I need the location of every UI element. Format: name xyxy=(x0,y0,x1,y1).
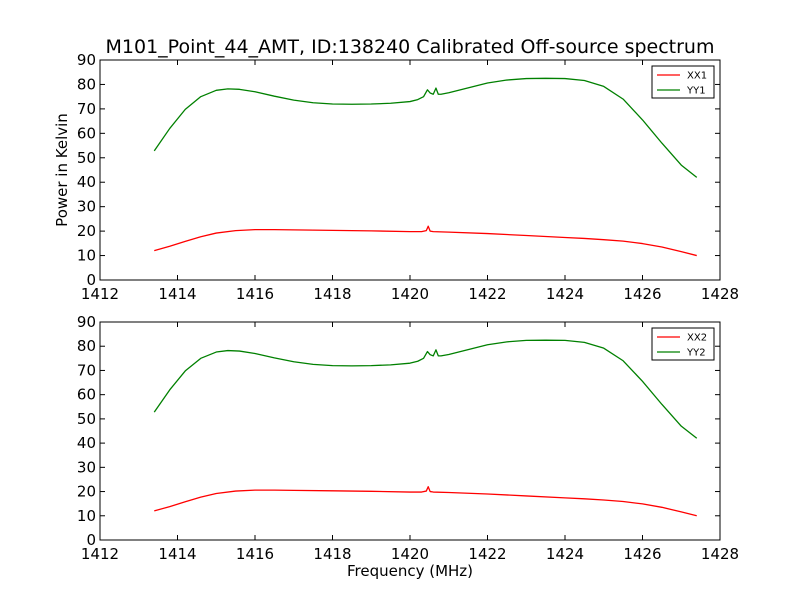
y-tick-label: 30 xyxy=(77,458,96,476)
y-tick-label: 80 xyxy=(77,75,96,93)
x-tick-label: 1416 xyxy=(236,545,274,563)
x-tick-label: 1412 xyxy=(81,545,119,563)
x-tick-label: 1426 xyxy=(623,285,661,303)
y-tick-label: 0 xyxy=(86,531,96,549)
legend-box xyxy=(651,65,715,99)
x-tick-label: 1412 xyxy=(81,285,119,303)
x-tick-label: 1414 xyxy=(158,545,196,563)
y-tick-label: 10 xyxy=(77,247,96,265)
x-axis-label: Frequency (MHz) xyxy=(347,562,473,580)
series-line-yy2 xyxy=(153,339,698,439)
y-tick-label: 90 xyxy=(77,51,96,69)
y-tick-label: 20 xyxy=(77,222,96,240)
chart-title: M101_Point_44_AMT, ID:138240 Calibrated … xyxy=(106,36,715,58)
y-tick-label: 60 xyxy=(77,124,96,142)
legend-label-yy2: YY2 xyxy=(686,348,706,359)
x-tick-label: 1428 xyxy=(701,285,739,303)
x-tick-label: 1418 xyxy=(313,285,351,303)
y-tick-label: 70 xyxy=(77,100,96,118)
x-tick-label: 1416 xyxy=(236,285,274,303)
y-axis-label: Power in Kelvin xyxy=(53,113,71,227)
y-tick-label: 10 xyxy=(77,507,96,525)
y-tick-label: 50 xyxy=(77,149,96,167)
legend-label-yy1: YY1 xyxy=(686,86,706,97)
series-line-yy1 xyxy=(153,77,698,178)
y-tick-label: 40 xyxy=(77,434,96,452)
x-tick-label: 1424 xyxy=(546,285,584,303)
y-tick-label: 60 xyxy=(77,386,96,404)
x-tick-label: 1420 xyxy=(391,285,429,303)
x-tick-label: 1422 xyxy=(468,545,506,563)
x-tick-label: 1424 xyxy=(546,545,584,563)
x-tick-label: 1414 xyxy=(158,285,196,303)
y-tick-label: 70 xyxy=(77,361,96,379)
series-line-xx2 xyxy=(154,486,697,517)
x-tick-label: 1420 xyxy=(391,545,429,563)
legend-box xyxy=(651,327,715,361)
y-tick-label: 50 xyxy=(77,410,96,428)
x-tick-label: 1422 xyxy=(468,285,506,303)
y-tick-label: 80 xyxy=(77,337,96,355)
top-panel: 1412 1414 1416 1418 1420 1422 1424 1426 1428 0 10 2… xyxy=(53,51,739,303)
y-tick-label: 20 xyxy=(77,483,96,501)
series-line-xx1 xyxy=(154,225,697,257)
y-tick-label: 40 xyxy=(77,173,96,191)
legend-label-xx1: XX1 xyxy=(687,71,707,82)
legend-label-xx2: XX2 xyxy=(687,333,707,344)
x-tick-label: 1426 xyxy=(623,545,661,563)
x-tick-label: 1418 xyxy=(313,545,351,563)
y-tick-label: 30 xyxy=(77,198,96,216)
y-tick-label: 0 xyxy=(86,271,96,289)
bottom-panel: 1412 1414 1416 1418 1420 1422 1424 1426 1428 0 10 2… xyxy=(77,313,739,580)
x-tick-label: 1428 xyxy=(701,545,739,563)
y-tick-label: 90 xyxy=(77,313,96,331)
